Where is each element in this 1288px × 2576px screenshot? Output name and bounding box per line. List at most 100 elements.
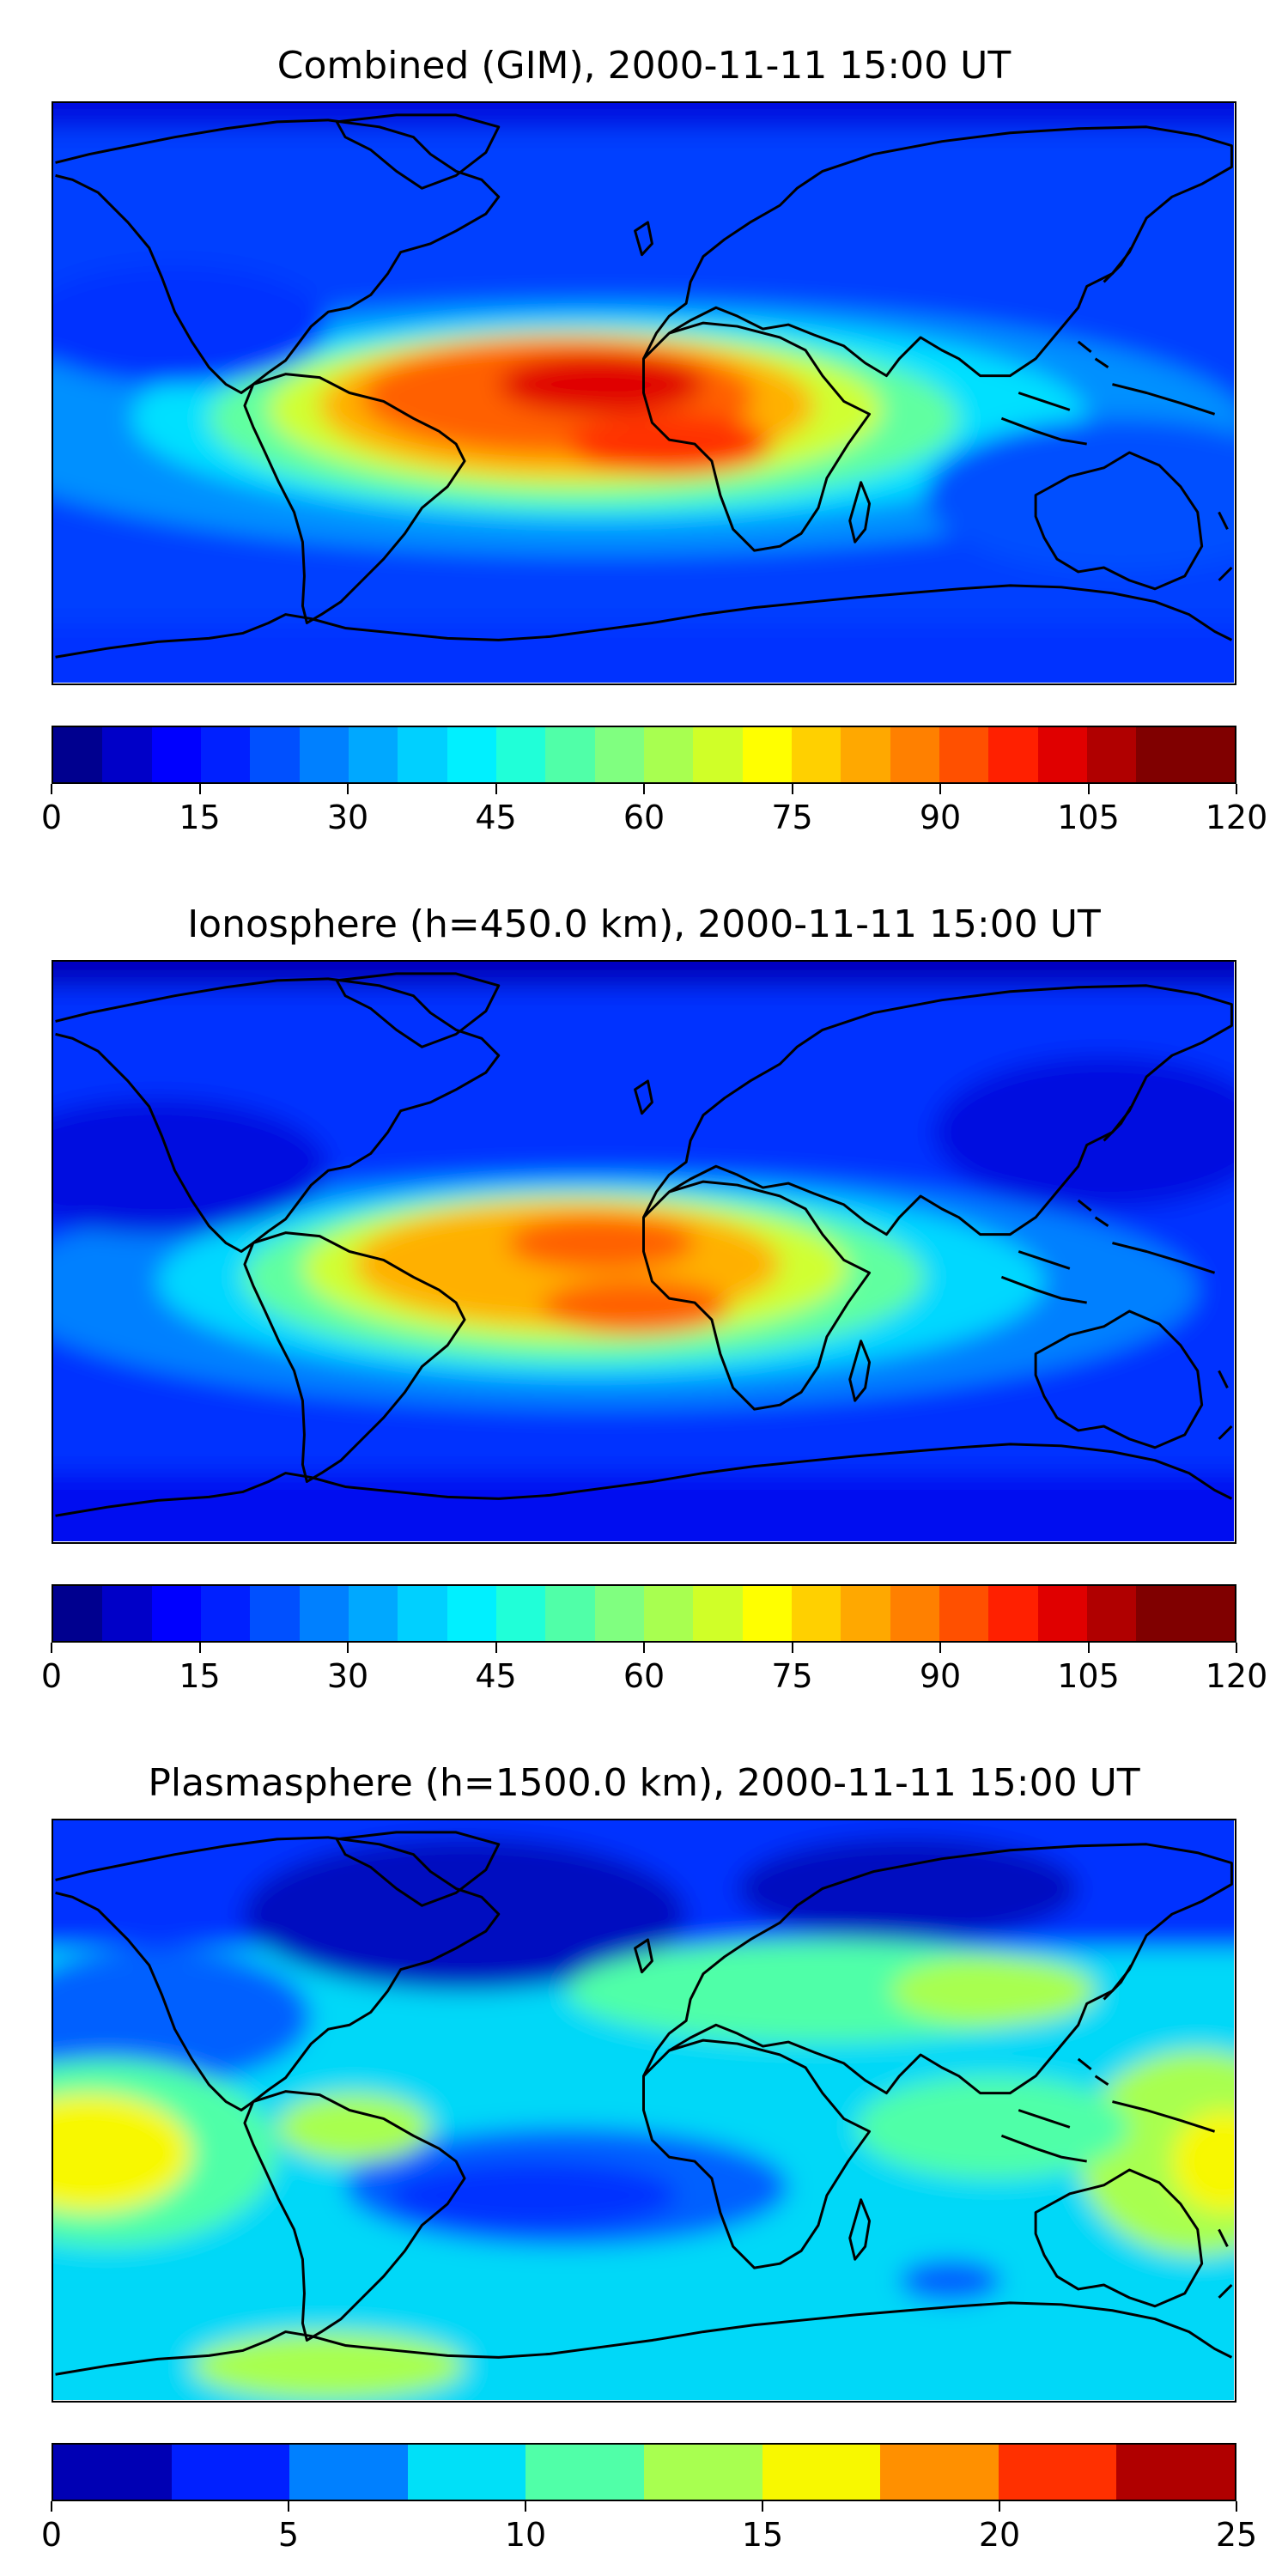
tick-label: 10	[504, 2516, 547, 2554]
tick-mark	[51, 784, 52, 794]
colorbar-swatch	[407, 2445, 526, 2500]
colorbar-swatch	[643, 1586, 694, 1641]
tick-mark	[198, 784, 201, 794]
colorbar-swatch	[495, 1586, 546, 1641]
tick-mark	[643, 784, 645, 794]
tick-mark	[347, 1643, 349, 1653]
colorbar-swatch	[939, 727, 989, 782]
colorbar-swatch	[791, 727, 841, 782]
tick-label: 5	[277, 2516, 300, 2554]
colorbar-swatch	[939, 1586, 989, 1641]
tick-mark	[495, 1643, 497, 1653]
colorbar-swatch	[53, 1586, 103, 1641]
colorbar-swatch	[299, 1586, 349, 1641]
colorbar-swatch	[594, 1586, 644, 1641]
tick-label: 30	[326, 799, 369, 836]
colorbar-swatch	[890, 727, 939, 782]
colorbar-swatch	[1185, 1586, 1235, 1641]
colorbar-swatch	[348, 1586, 398, 1641]
tick-label: 20	[978, 2516, 1021, 2554]
tick-mark	[495, 784, 497, 794]
tick-mark	[288, 2501, 289, 2512]
tick-label: 15	[179, 799, 221, 836]
plasmasphere-title: Plasmasphere (h=1500.0 km), 2000-11-11 1…	[148, 1761, 1140, 1805]
colorbar-swatch	[1086, 727, 1137, 782]
tick-mark	[762, 2501, 763, 2512]
tick-mark	[1236, 784, 1237, 794]
plasmasphere-colorbar	[52, 2443, 1236, 2501]
tick-mark	[939, 784, 941, 794]
tick-label: 60	[623, 799, 665, 836]
combined-title: Combined (GIM), 2000-11-11 15:00 UT	[276, 44, 1012, 88]
tick-mark	[51, 2501, 52, 2512]
colorbar-swatch	[742, 1586, 792, 1641]
combined-colorbar-ticks: 0 15 30 45 60 75 90 105 120	[41, 784, 1267, 836]
combined-field	[53, 103, 1234, 683]
tick-label: 90	[919, 1657, 962, 1695]
colorbar-swatch	[299, 727, 349, 782]
colorbar-swatch	[398, 1586, 447, 1641]
colorbar-swatch	[102, 1586, 152, 1641]
tick-mark	[525, 2501, 526, 2512]
colorbar-swatch	[1116, 2445, 1235, 2500]
tick-label: 0	[40, 799, 63, 836]
colorbar-swatch	[447, 1586, 496, 1641]
colorbar-swatch	[890, 1586, 939, 1641]
colorbar-swatch	[545, 727, 595, 782]
tick-mark	[347, 784, 349, 794]
colorbar-swatch	[880, 2445, 999, 2500]
tick-mark	[999, 2501, 1000, 2512]
ionosphere-map	[52, 960, 1236, 1544]
tick-label: 45	[475, 799, 517, 836]
colorbar-swatch	[643, 727, 694, 782]
colorbar-swatch	[53, 2445, 172, 2500]
colorbar-swatch	[841, 1586, 890, 1641]
tick-mark	[1236, 2501, 1237, 2512]
tick-mark	[51, 1643, 52, 1653]
colorbar-swatch	[1037, 1586, 1087, 1641]
combined-map	[52, 101, 1236, 685]
colorbar-swatch	[447, 727, 496, 782]
colorbar-swatch	[200, 1586, 251, 1641]
colorbar-swatch	[495, 727, 546, 782]
colorbar-swatch	[526, 2445, 644, 2500]
tick-label: 25	[1215, 2516, 1258, 2554]
colorbar-swatch	[693, 727, 743, 782]
colorbar-swatch	[841, 727, 890, 782]
tick-mark	[1087, 784, 1090, 794]
tick-label: 75	[771, 799, 813, 836]
tick-mark	[939, 1643, 941, 1653]
colorbar-swatch	[1185, 727, 1235, 782]
colorbar-swatch	[171, 2445, 290, 2500]
colorbar-swatch	[791, 1586, 841, 1641]
colorbar-swatch	[988, 1586, 1038, 1641]
tick-label: 60	[623, 1657, 665, 1695]
tick-mark	[643, 1643, 645, 1653]
tick-label: 30	[326, 1657, 369, 1695]
colorbar-swatch	[762, 2445, 881, 2500]
tick-label: 0	[40, 2516, 63, 2554]
plasmasphere-map	[52, 1819, 1236, 2403]
colorbar-swatch	[693, 1586, 743, 1641]
tick-label: 0	[40, 1657, 63, 1695]
tick-label: 120	[1205, 1657, 1268, 1695]
colorbar-swatch	[200, 727, 251, 782]
tick-mark	[791, 1643, 793, 1653]
tick-label: 15	[179, 1657, 221, 1695]
tick-label: 15	[741, 2516, 784, 2554]
colorbar-swatch	[398, 727, 447, 782]
tick-label: 45	[475, 1657, 517, 1695]
tick-mark	[198, 1643, 201, 1653]
colorbar-swatch	[742, 727, 792, 782]
ionosphere-title: Ionosphere (h=450.0 km), 2000-11-11 15:0…	[187, 902, 1101, 946]
colorbar-swatch	[1037, 727, 1087, 782]
colorbar-swatch	[545, 1586, 595, 1641]
ionosphere-colorbar-ticks: 0 15 30 45 60 75 90 105 120	[41, 1643, 1267, 1695]
colorbar-swatch	[250, 727, 300, 782]
colorbar-swatch	[151, 1586, 201, 1641]
tick-mark	[791, 784, 793, 794]
colorbar-swatch	[289, 2445, 408, 2500]
colorbar-swatch	[998, 2445, 1117, 2500]
colorbar-swatch	[348, 727, 398, 782]
colorbar-swatch	[151, 727, 201, 782]
